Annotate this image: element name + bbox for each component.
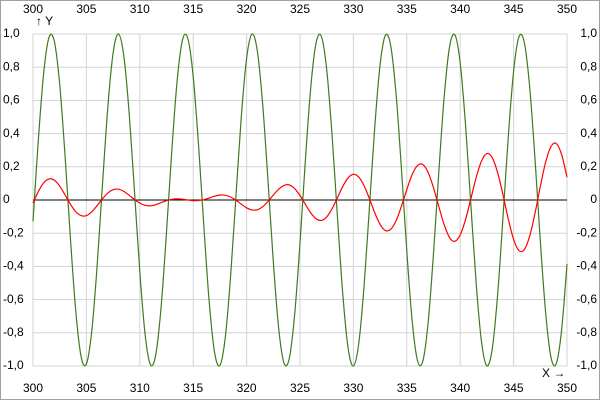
x-tick-label: 320 bbox=[237, 2, 257, 16]
y-tick-label: 0,4 bbox=[580, 126, 597, 140]
x-tick-label: 300 bbox=[23, 381, 43, 395]
x-tick-label: 315 bbox=[183, 381, 203, 395]
y-tick-label: -1,0 bbox=[3, 358, 24, 372]
x-tick-label: 340 bbox=[450, 2, 470, 16]
y-tick-label: 0,2 bbox=[580, 159, 597, 173]
x-tick-label: 335 bbox=[397, 2, 417, 16]
x-tick-label: 330 bbox=[343, 2, 363, 16]
y-tick-label: -0,8 bbox=[3, 325, 24, 339]
y-tick-label: 0,4 bbox=[3, 126, 20, 140]
x-tick-label: 325 bbox=[290, 2, 310, 16]
x-tick-label: 325 bbox=[290, 381, 310, 395]
x-tick-label: 335 bbox=[397, 381, 417, 395]
series-line bbox=[32, 142, 568, 253]
y-tick-label: 0,2 bbox=[3, 159, 20, 173]
y-tick-label: -0,4 bbox=[576, 259, 597, 273]
x-tick-label: 345 bbox=[504, 2, 524, 16]
y-tick-label: 1,0 bbox=[3, 26, 20, 40]
x-tick-label: 315 bbox=[183, 2, 203, 16]
y-tick-label: 0,8 bbox=[3, 59, 20, 73]
y-tick-label: 0,6 bbox=[3, 93, 20, 107]
y-tick-label: 1,0 bbox=[580, 26, 597, 40]
y-tick-label: -0,6 bbox=[3, 292, 24, 306]
x-axis-label: X → bbox=[542, 366, 565, 380]
y-tick-label: 0,8 bbox=[580, 59, 597, 73]
x-tick-label: 305 bbox=[76, 2, 96, 16]
y-tick-label: 0 bbox=[590, 192, 597, 206]
x-tick-label: 330 bbox=[343, 381, 363, 395]
series-line bbox=[32, 33, 568, 367]
y-tick-label: -0,2 bbox=[3, 225, 24, 239]
y-tick-label: -1,0 bbox=[576, 358, 597, 372]
y-tick-label: -0,4 bbox=[3, 259, 24, 273]
y-tick-label: -0,6 bbox=[576, 292, 597, 306]
y-tick-label: 0 bbox=[3, 192, 10, 206]
x-tick-label: 345 bbox=[504, 381, 524, 395]
y-tick-label: 0,6 bbox=[580, 93, 597, 107]
x-tick-label: 340 bbox=[450, 381, 470, 395]
y-tick-label: -0,2 bbox=[576, 225, 597, 239]
x-tick-label: 350 bbox=[557, 2, 577, 16]
y-tick-label: -0,8 bbox=[576, 325, 597, 339]
y-axis-label: ↑ Y bbox=[36, 14, 53, 28]
x-tick-label: 320 bbox=[237, 381, 257, 395]
x-tick-label: 310 bbox=[130, 2, 150, 16]
x-tick-label: 310 bbox=[130, 381, 150, 395]
x-tick-label: 300 bbox=[23, 2, 43, 16]
x-tick-label: 305 bbox=[76, 381, 96, 395]
x-tick-label: 350 bbox=[557, 381, 577, 395]
